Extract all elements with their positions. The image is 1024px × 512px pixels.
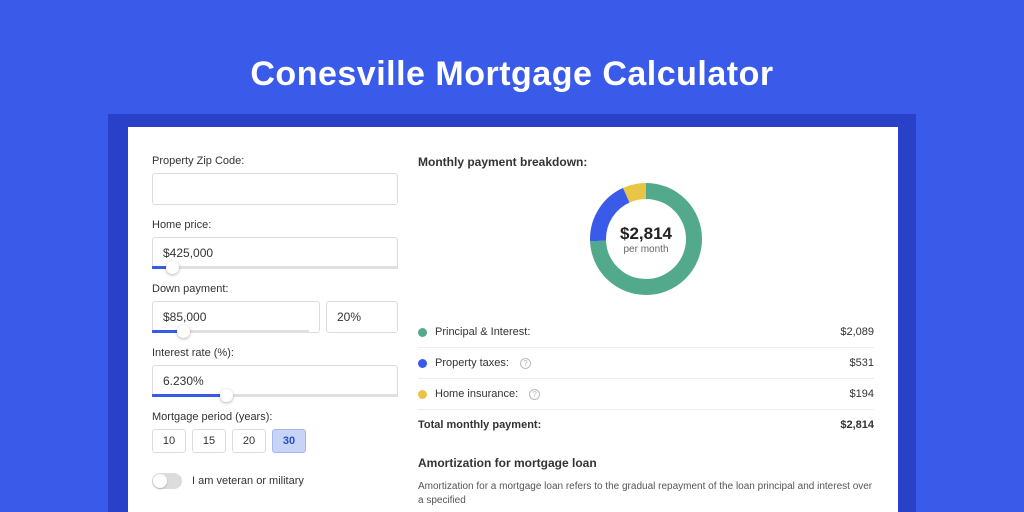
calculator-panel: Property Zip Code: Home price: Down paym… <box>128 127 898 512</box>
legend-row: Principal & Interest: $2,089 <box>418 317 874 348</box>
legend-value: $531 <box>850 357 874 369</box>
legend-row: Home insurance:? $194 <box>418 379 874 410</box>
toggle-knob <box>153 474 167 488</box>
info-icon[interactable]: ? <box>520 358 531 369</box>
amortization-heading: Amortization for mortgage loan <box>418 456 874 470</box>
mortgage-period-option[interactable]: 20 <box>232 429 266 453</box>
mortgage-period-option[interactable]: 10 <box>152 429 186 453</box>
info-icon[interactable]: ? <box>529 389 540 400</box>
zip-input[interactable] <box>152 173 398 205</box>
down-payment-slider[interactable] <box>152 330 309 333</box>
breakdown-heading: Monthly payment breakdown: <box>418 155 874 169</box>
donut-center-sub: per month <box>623 244 668 255</box>
mortgage-period-option[interactable]: 30 <box>272 429 306 453</box>
total-label: Total monthly payment: <box>418 419 541 431</box>
interest-rate-slider[interactable] <box>152 394 398 397</box>
legend-label: Principal & Interest: <box>435 326 530 338</box>
legend-value: $194 <box>850 388 874 400</box>
veteran-toggle-row: I am veteran or military <box>152 473 398 489</box>
field-zip: Property Zip Code: <box>152 155 398 205</box>
down-payment-percent-input[interactable] <box>326 301 398 333</box>
breakdown-column: Monthly payment breakdown: $2,814 per mo… <box>408 127 898 512</box>
form-column: Property Zip Code: Home price: Down paym… <box>128 127 408 512</box>
slider-thumb[interactable] <box>177 325 190 338</box>
veteran-label: I am veteran or military <box>192 475 304 487</box>
donut-center-value: $2,814 <box>620 224 672 244</box>
mortgage-period-segmented: 10152030 <box>152 429 398 453</box>
mortgage-period-label: Mortgage period (years): <box>152 411 398 423</box>
zip-label: Property Zip Code: <box>152 155 398 167</box>
field-mortgage-period: Mortgage period (years): 10152030 <box>152 411 398 453</box>
legend-label: Home insurance: <box>435 388 518 400</box>
interest-rate-input[interactable] <box>152 365 398 397</box>
legend: Principal & Interest: $2,089 Property taxe… <box>418 317 874 410</box>
field-down-payment: Down payment: <box>152 283 398 333</box>
slider-thumb[interactable] <box>220 389 233 402</box>
legend-label: Property taxes: <box>435 357 509 369</box>
veteran-toggle[interactable] <box>152 473 182 489</box>
donut-container: $2,814 per month <box>418 179 874 299</box>
field-home-price: Home price: <box>152 219 398 269</box>
legend-swatch <box>418 328 427 337</box>
amortization-body: Amortization for a mortgage loan refers … <box>418 480 874 508</box>
mortgage-period-option[interactable]: 15 <box>192 429 226 453</box>
legend-value: $2,089 <box>840 326 874 338</box>
down-payment-label: Down payment: <box>152 283 398 295</box>
legend-swatch <box>418 390 427 399</box>
legend-row: Property taxes:? $531 <box>418 348 874 379</box>
legend-swatch <box>418 359 427 368</box>
total-value: $2,814 <box>840 419 874 431</box>
home-price-slider[interactable] <box>152 266 398 269</box>
home-price-input[interactable] <box>152 237 398 269</box>
field-interest-rate: Interest rate (%): <box>152 347 398 397</box>
legend-total-row: Total monthly payment: $2,814 <box>418 410 874 440</box>
home-price-label: Home price: <box>152 219 398 231</box>
interest-rate-label: Interest rate (%): <box>152 347 398 359</box>
slider-thumb[interactable] <box>166 261 179 274</box>
page-title: Conesville Mortgage Calculator <box>0 0 1024 94</box>
donut-chart: $2,814 per month <box>586 179 706 299</box>
